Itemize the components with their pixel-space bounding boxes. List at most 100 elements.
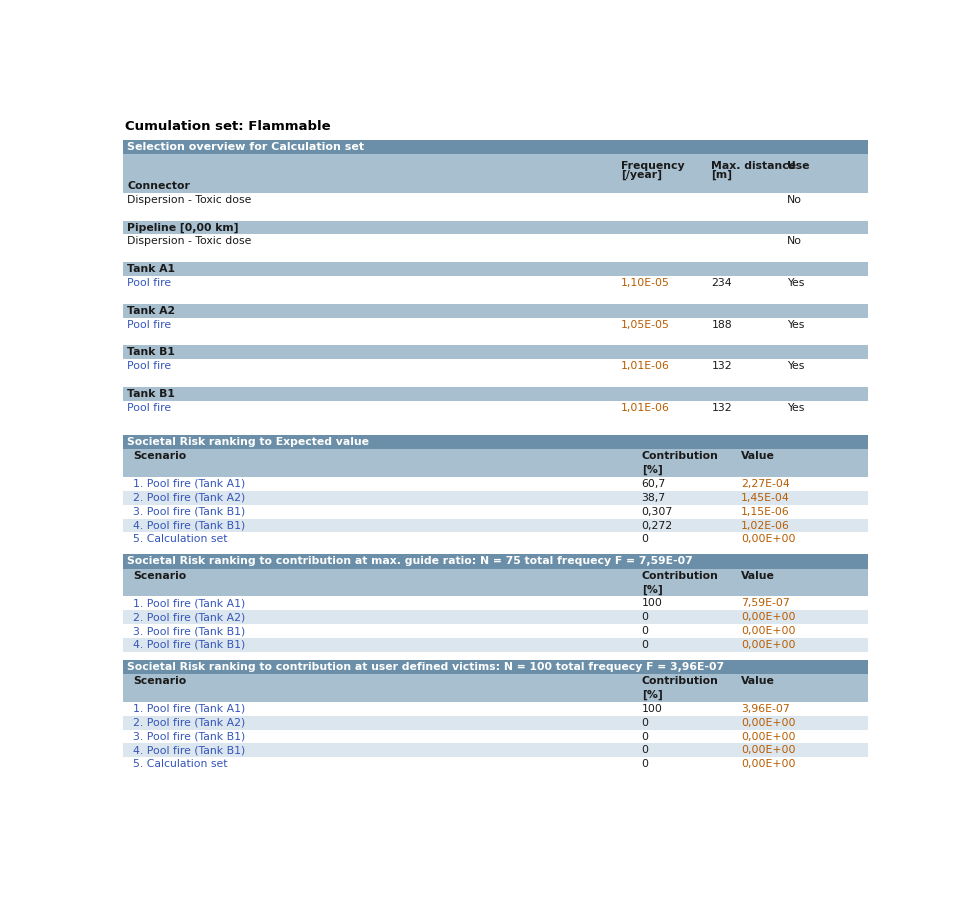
Text: 188: 188 (712, 320, 732, 330)
Text: 0: 0 (642, 732, 649, 742)
Text: [%]: [%] (642, 690, 662, 700)
Text: Societal Risk ranking to contribution at max. guide ratio: N = 75 total frequecy: Societal Risk ranking to contribution at… (127, 557, 692, 567)
FancyBboxPatch shape (123, 730, 868, 744)
Text: 0,00E+00: 0,00E+00 (741, 612, 796, 622)
Text: Societal Risk ranking to Expected value: Societal Risk ranking to Expected value (127, 437, 369, 447)
Text: 5. Calculation set: 5. Calculation set (133, 535, 228, 545)
Text: Dispersion - Toxic dose: Dispersion - Toxic dose (127, 195, 251, 205)
Text: 0,272: 0,272 (642, 520, 673, 530)
Text: 2. Pool fire (Tank A2): 2. Pool fire (Tank A2) (133, 717, 246, 727)
FancyBboxPatch shape (123, 290, 868, 304)
Text: [%]: [%] (642, 465, 662, 475)
FancyBboxPatch shape (123, 345, 868, 360)
Text: Contribution: Contribution (642, 570, 718, 580)
Text: 0,00E+00: 0,00E+00 (741, 535, 796, 545)
Text: 1. Pool fire (Tank A1): 1. Pool fire (Tank A1) (133, 598, 246, 608)
Text: 5. Calculation set: 5. Calculation set (133, 759, 228, 769)
Text: [%]: [%] (642, 585, 662, 595)
FancyBboxPatch shape (123, 331, 868, 345)
Text: 1,01E-06: 1,01E-06 (621, 403, 669, 413)
FancyBboxPatch shape (123, 477, 868, 491)
Text: 1,10E-05: 1,10E-05 (621, 278, 669, 288)
Text: 2,27E-04: 2,27E-04 (741, 479, 790, 489)
FancyBboxPatch shape (123, 415, 868, 429)
Text: 2. Pool fire (Tank A2): 2. Pool fire (Tank A2) (133, 493, 246, 503)
FancyBboxPatch shape (123, 140, 868, 154)
Text: Selection overview for Calculation set: Selection overview for Calculation set (127, 142, 365, 152)
Text: 1,05E-05: 1,05E-05 (621, 320, 669, 330)
Text: 1,01E-06: 1,01E-06 (621, 361, 669, 371)
Text: Frequency: Frequency (621, 161, 685, 171)
Text: Scenario: Scenario (133, 570, 187, 580)
Text: 0: 0 (642, 612, 649, 622)
Text: [/year]: [/year] (621, 170, 661, 180)
Text: Scenario: Scenario (133, 451, 187, 461)
Text: 132: 132 (712, 403, 732, 413)
Text: Connector: Connector (127, 181, 190, 191)
Text: No: No (787, 195, 803, 205)
Text: Tank A1: Tank A1 (127, 264, 175, 274)
Text: Pool fire: Pool fire (127, 278, 171, 288)
FancyBboxPatch shape (123, 387, 868, 400)
FancyBboxPatch shape (123, 435, 868, 449)
FancyBboxPatch shape (123, 248, 868, 262)
Text: Value: Value (741, 676, 775, 686)
Text: 3. Pool fire (Tank B1): 3. Pool fire (Tank B1) (133, 626, 246, 636)
Text: 3,96E-07: 3,96E-07 (741, 704, 790, 714)
FancyBboxPatch shape (123, 373, 868, 387)
Text: 60,7: 60,7 (642, 479, 666, 489)
FancyBboxPatch shape (123, 207, 868, 221)
Text: 3. Pool fire (Tank B1): 3. Pool fire (Tank B1) (133, 732, 246, 742)
Text: Max. distance: Max. distance (712, 161, 797, 171)
FancyBboxPatch shape (123, 360, 868, 373)
Text: Yes: Yes (787, 361, 805, 371)
FancyBboxPatch shape (123, 518, 868, 532)
Text: Pool fire: Pool fire (127, 320, 171, 330)
Text: 100: 100 (642, 598, 662, 608)
Text: No: No (787, 236, 803, 246)
FancyBboxPatch shape (123, 179, 868, 192)
Text: [m]: [m] (712, 170, 732, 180)
FancyBboxPatch shape (123, 702, 868, 716)
Text: 0,00E+00: 0,00E+00 (741, 717, 796, 727)
FancyBboxPatch shape (123, 597, 868, 610)
Text: 0: 0 (642, 759, 649, 769)
Text: 0: 0 (642, 626, 649, 636)
Text: Yes: Yes (787, 320, 805, 330)
Text: Yes: Yes (787, 278, 805, 288)
Text: 1,02E-06: 1,02E-06 (741, 520, 790, 530)
Text: Pipeline [0,00 km]: Pipeline [0,00 km] (127, 222, 239, 232)
Text: 132: 132 (712, 361, 732, 371)
Text: 7,59E-07: 7,59E-07 (741, 598, 790, 608)
Text: 0: 0 (642, 535, 649, 545)
Text: 0,00E+00: 0,00E+00 (741, 745, 796, 755)
Text: 0: 0 (642, 640, 649, 650)
FancyBboxPatch shape (123, 304, 868, 318)
Text: 2. Pool fire (Tank A2): 2. Pool fire (Tank A2) (133, 612, 246, 622)
FancyBboxPatch shape (123, 583, 868, 597)
FancyBboxPatch shape (123, 532, 868, 547)
Text: Contribution: Contribution (642, 676, 718, 686)
FancyBboxPatch shape (123, 610, 868, 624)
Text: 0,00E+00: 0,00E+00 (741, 626, 796, 636)
Text: 1,15E-06: 1,15E-06 (741, 507, 790, 517)
Text: 0,307: 0,307 (642, 507, 673, 517)
FancyBboxPatch shape (123, 757, 868, 771)
FancyBboxPatch shape (123, 638, 868, 652)
Text: Dispersion - Toxic dose: Dispersion - Toxic dose (127, 236, 251, 246)
FancyBboxPatch shape (123, 400, 868, 415)
Text: 100: 100 (642, 704, 662, 714)
Text: Tank B1: Tank B1 (127, 389, 175, 399)
FancyBboxPatch shape (123, 318, 868, 331)
Text: 1. Pool fire (Tank A1): 1. Pool fire (Tank A1) (133, 704, 246, 714)
FancyBboxPatch shape (123, 154, 868, 179)
Text: Yes: Yes (787, 403, 805, 413)
Text: Pool fire: Pool fire (127, 403, 171, 413)
Text: Scenario: Scenario (133, 676, 187, 686)
Text: 4. Pool fire (Tank B1): 4. Pool fire (Tank B1) (133, 640, 246, 650)
Text: 0,00E+00: 0,00E+00 (741, 759, 796, 769)
FancyBboxPatch shape (123, 744, 868, 757)
Text: 1,45E-04: 1,45E-04 (741, 493, 790, 503)
FancyBboxPatch shape (123, 505, 868, 518)
Text: Societal Risk ranking to contribution at user defined victims: N = 100 total fre: Societal Risk ranking to contribution at… (127, 662, 724, 672)
